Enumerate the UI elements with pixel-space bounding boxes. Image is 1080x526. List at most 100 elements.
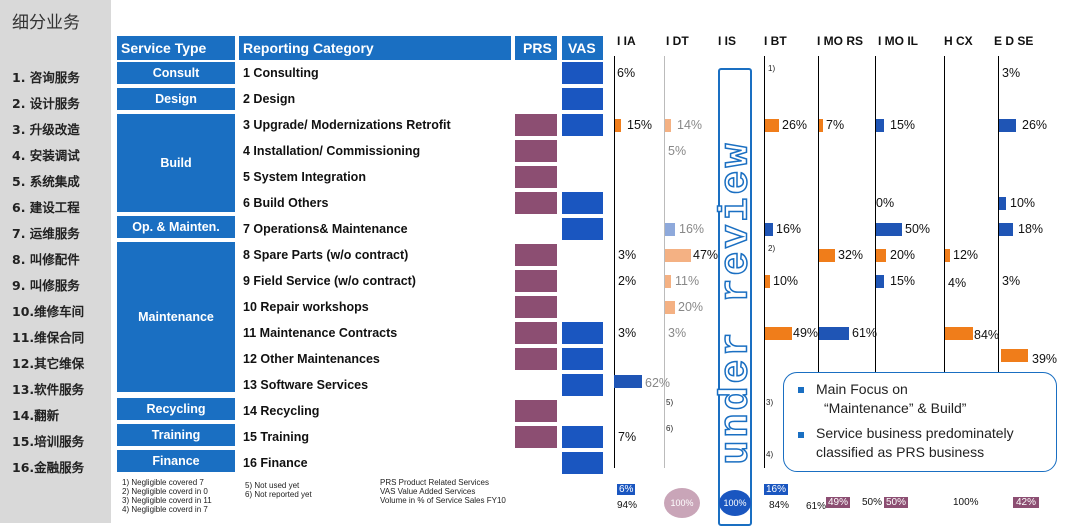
- dt-bar: [665, 249, 691, 262]
- service-type-recycling: Recycling: [117, 398, 235, 420]
- vas-cell: [562, 452, 603, 474]
- footnote: 6) Not reported yet: [245, 490, 312, 499]
- footnote: PRS Product Related Services: [380, 478, 489, 487]
- bt-bar: [765, 275, 770, 288]
- segment-sidebar: [0, 0, 111, 523]
- dt-value: 47%: [693, 248, 719, 262]
- callout-text: “Maintenance” & Build”: [824, 400, 967, 416]
- segment-item: 12.其它维保: [12, 356, 85, 371]
- mors-bar: [819, 119, 823, 132]
- prs-cell: [515, 270, 557, 292]
- moil-bar: [876, 223, 902, 236]
- segment-item: 13.软件服务: [12, 382, 85, 397]
- footnote: 2) Negligible coverd in 0: [122, 487, 208, 496]
- prs-cell: [515, 140, 557, 162]
- vas-cell: [562, 192, 603, 214]
- prs-cell: [515, 348, 557, 370]
- ia-value: 7%: [618, 430, 637, 444]
- mors-bar: [819, 249, 835, 262]
- vas-cell: [562, 218, 603, 240]
- service-type-training: Training: [117, 424, 235, 446]
- ia-value: 2%: [618, 274, 637, 288]
- vas-cell: [562, 322, 603, 344]
- segment-item: 2. 设计服务: [12, 96, 80, 111]
- segment-item: 9. 叫修服务: [12, 278, 80, 293]
- callout-text: Main Focus on: [816, 381, 908, 397]
- hcx-bar: [945, 249, 950, 262]
- ia-value: 3%: [618, 248, 637, 262]
- dt-value: 3%: [668, 326, 687, 340]
- prs-cell: [515, 114, 557, 136]
- category-label: 13 Software Services: [243, 378, 369, 392]
- mors-vas-share: 61%: [806, 501, 827, 512]
- ia-bar: [615, 119, 621, 132]
- edse-bar: [999, 197, 1006, 210]
- dt-value: 16%: [679, 222, 705, 236]
- edse-bar: [999, 119, 1016, 132]
- category-label: 16 Finance: [243, 456, 308, 470]
- mors-axis: [818, 56, 819, 468]
- note-marker: 2): [768, 244, 776, 253]
- category-label: 8 Spare Parts (w/o contract): [243, 248, 409, 262]
- ia-vas-share: 6%: [617, 484, 636, 495]
- ia-value: 15%: [627, 118, 653, 132]
- dt-value: 11%: [675, 274, 700, 288]
- callout-text: Service business predominately: [816, 425, 1014, 441]
- bt-axis: [764, 56, 765, 468]
- under-review-stamp: under review: [714, 68, 760, 526]
- segment-item: 4. 安装调试: [12, 148, 80, 163]
- market-header: I BT: [764, 34, 787, 48]
- category-label: 11 Maintenance Contracts: [243, 326, 398, 340]
- hcx-value: 12%: [953, 248, 979, 262]
- prs-cell: [515, 244, 557, 266]
- moil-value: 0%: [876, 196, 895, 210]
- edse-bar: [999, 223, 1013, 236]
- vas-header: VAS: [562, 36, 603, 60]
- bt-bar: [765, 119, 779, 132]
- category-label: 10 Repair workshops: [243, 300, 369, 314]
- hcx-value: 4%: [948, 276, 967, 290]
- edse-value: 3%: [1002, 274, 1021, 288]
- mors-value: 7%: [826, 118, 845, 132]
- dt-bar: [614, 375, 642, 388]
- vas-cell: [562, 88, 603, 110]
- segment-item: 14.翻新: [12, 408, 60, 423]
- segment-item: 8. 叫修配件: [12, 252, 80, 267]
- prs-cell: [515, 192, 557, 214]
- footnote: 4) Negligible coverd in 7: [122, 505, 208, 514]
- market-header: H CX: [944, 34, 973, 48]
- edse-value: 10%: [1010, 196, 1036, 210]
- moil-bar: [876, 249, 886, 262]
- hcx-share: 100%: [953, 497, 979, 508]
- vas-cell: [562, 348, 603, 370]
- moil-value: 50%: [905, 222, 931, 236]
- segment-item: 11.维保合同: [12, 330, 85, 345]
- vas-cell: [562, 426, 603, 448]
- ia-value: 3%: [618, 326, 637, 340]
- segment-item: 1. 咨询服务: [12, 70, 80, 85]
- moil-bar: [876, 119, 884, 132]
- mors-value: 32%: [838, 248, 864, 262]
- vas-cell: [562, 62, 603, 84]
- market-header: I MO RS: [817, 34, 864, 48]
- dt-value: 5%: [668, 144, 687, 158]
- bt-prs-share: 84%: [769, 500, 790, 511]
- edse-value: 3%: [1002, 66, 1021, 80]
- dt-value: 14%: [677, 118, 703, 132]
- prs-header: PRS: [515, 36, 557, 60]
- market-header: I DT: [666, 34, 689, 48]
- category-label: 3 Upgrade/ Modernizations Retrofit: [243, 118, 451, 132]
- edse-value: 26%: [1022, 118, 1048, 132]
- edse-bar: [1001, 349, 1028, 362]
- service-type-header: Service Type: [117, 36, 235, 60]
- segment-item: 15.培训服务: [12, 434, 85, 449]
- footnote: 3) Negligible coverd in 11: [122, 496, 212, 505]
- bt-value: 49%: [793, 326, 819, 340]
- hcx-axis: [944, 56, 945, 468]
- segment-item: 3. 升级改造: [12, 122, 80, 137]
- hcx-bar: [945, 327, 973, 340]
- prs-cell: [515, 166, 557, 188]
- dt-axis: [664, 56, 665, 468]
- reporting-category-header: Reporting Category: [239, 36, 511, 60]
- category-label: 6 Build Others: [243, 196, 329, 210]
